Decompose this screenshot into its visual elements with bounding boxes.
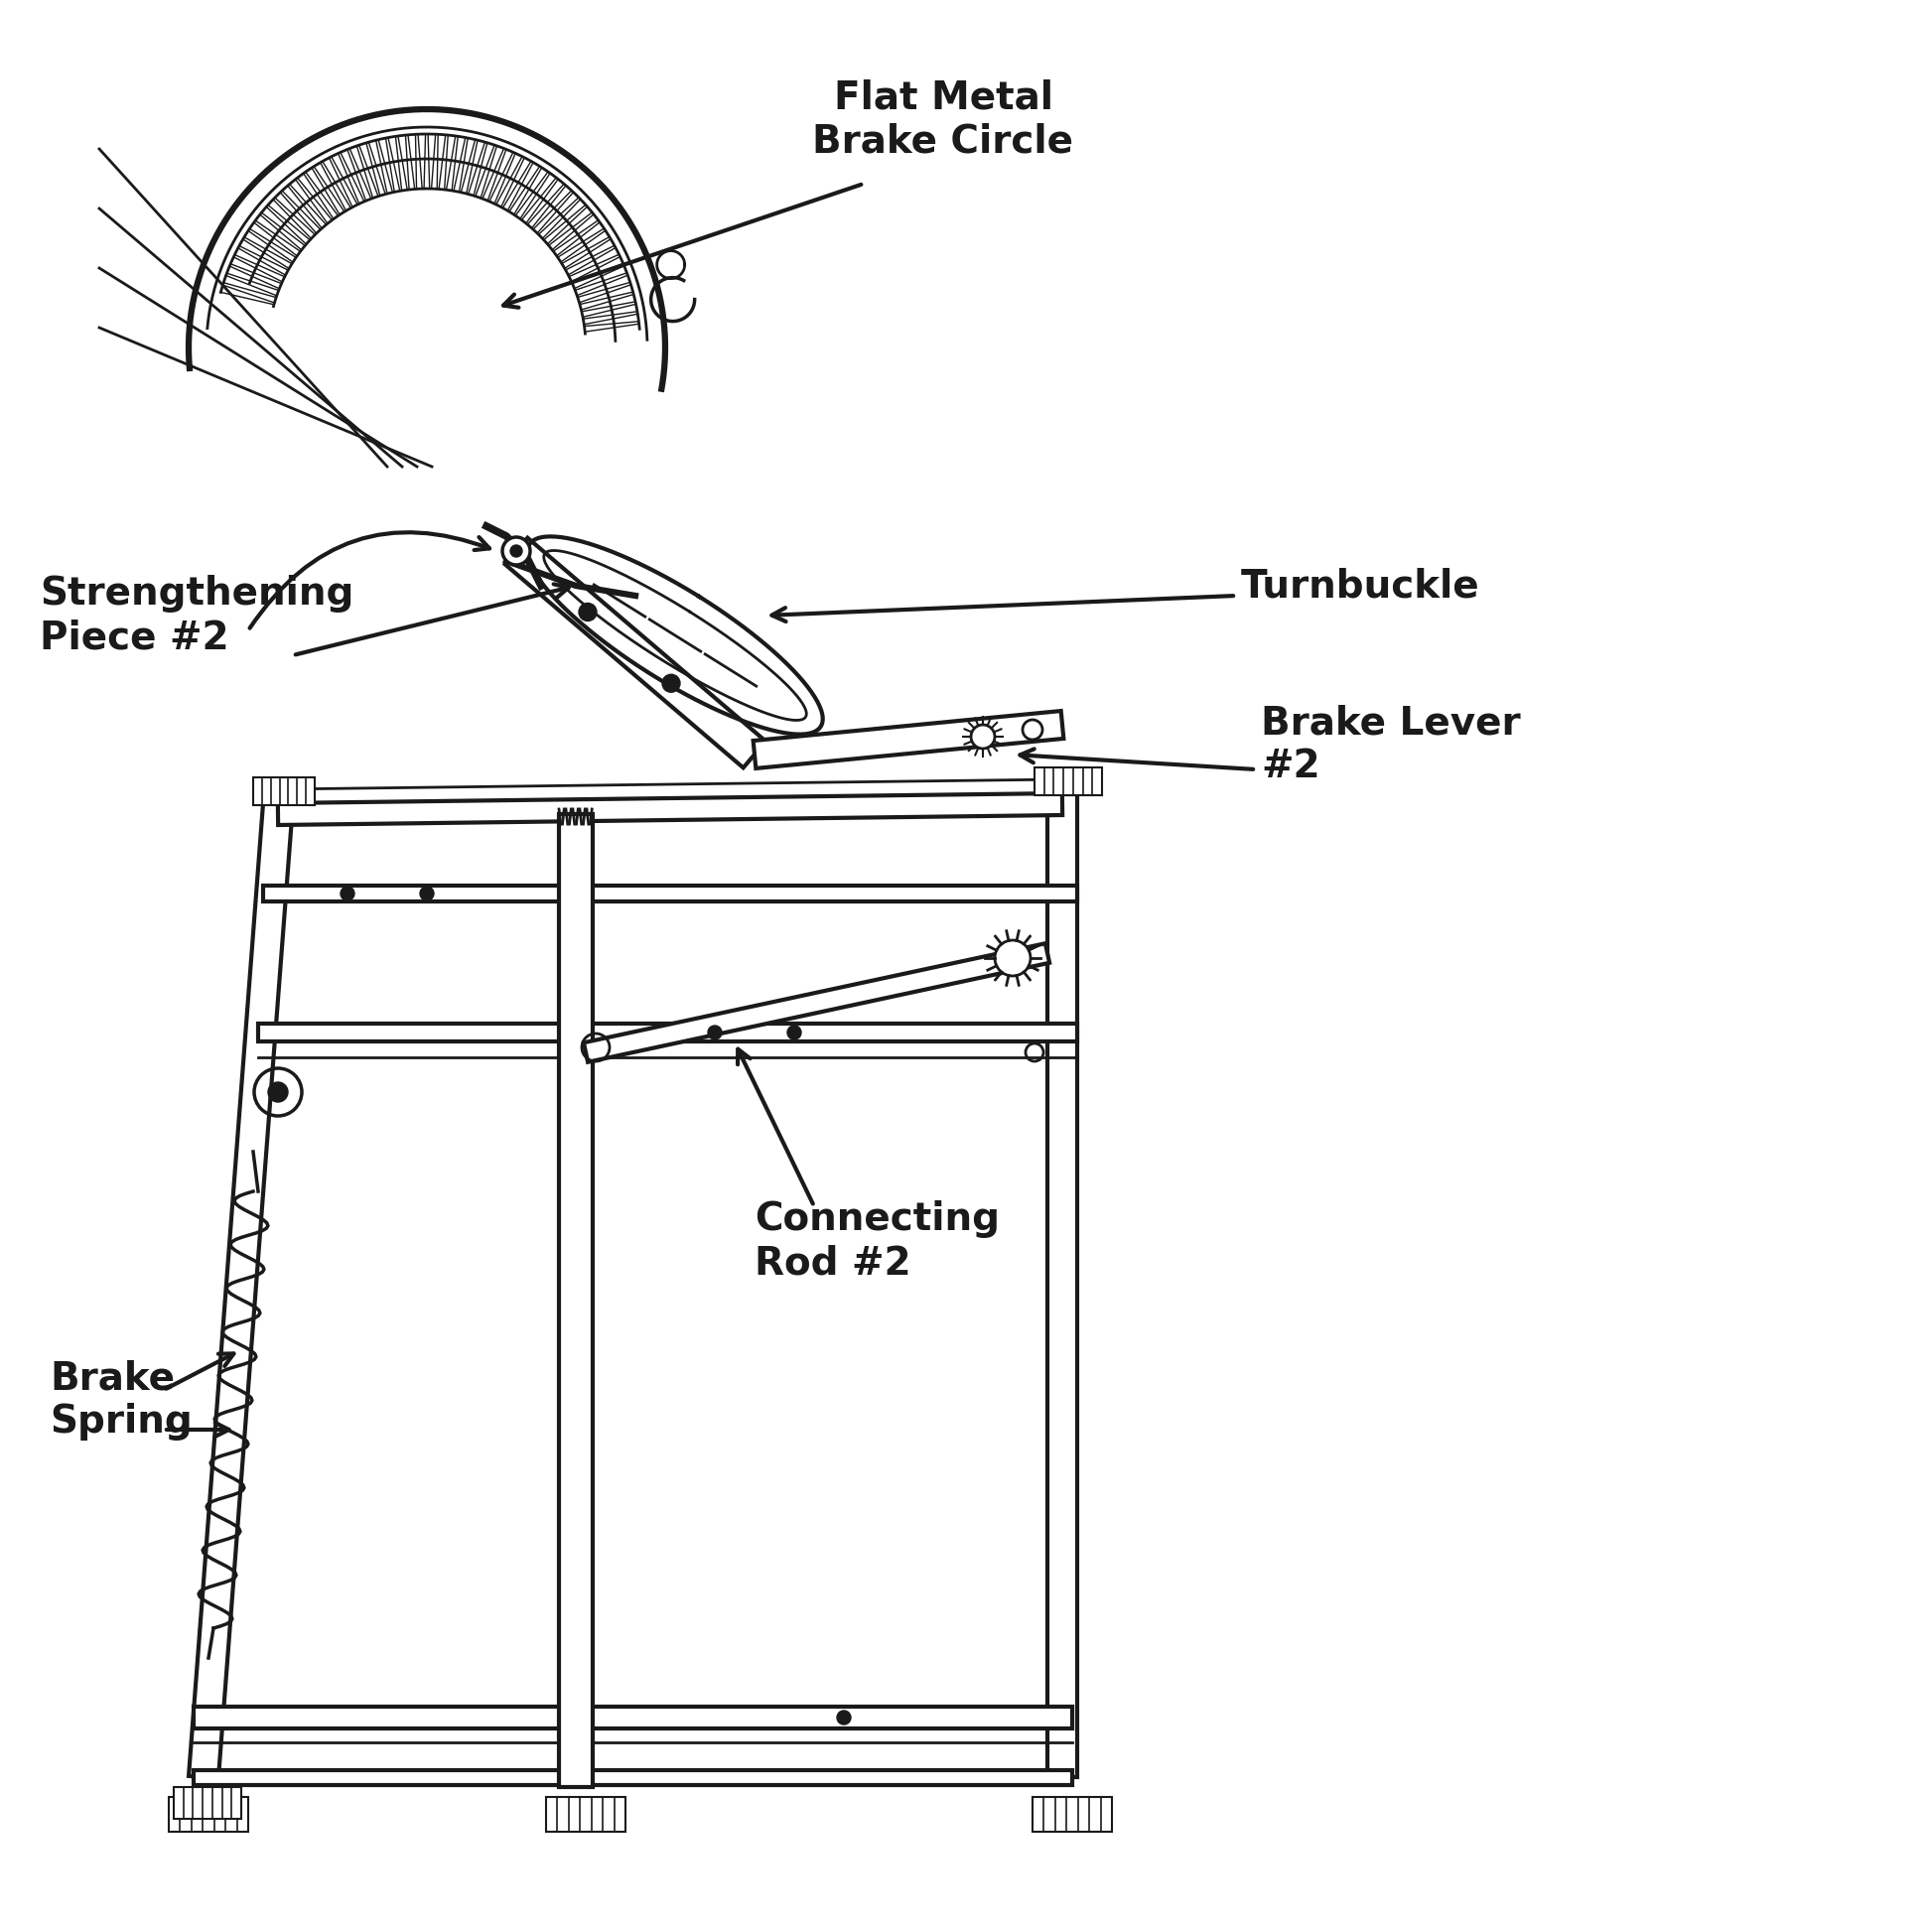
Circle shape [580, 603, 597, 620]
Circle shape [788, 1026, 802, 1039]
Text: Strengthening
Piece #2: Strengthening Piece #2 [41, 576, 354, 657]
Text: Connecting
Rod #2: Connecting Rod #2 [755, 1200, 999, 1281]
Polygon shape [558, 813, 593, 1787]
Polygon shape [259, 1024, 1078, 1041]
Bar [174, 1787, 242, 1818]
Bar [168, 1797, 247, 1832]
Circle shape [419, 887, 435, 900]
Circle shape [707, 1026, 723, 1039]
Bar [1032, 1797, 1113, 1832]
Circle shape [995, 941, 1030, 976]
Polygon shape [193, 1706, 1072, 1729]
Bar [1034, 767, 1101, 796]
Circle shape [269, 1082, 288, 1101]
Circle shape [663, 674, 680, 692]
Circle shape [972, 724, 995, 748]
Polygon shape [189, 804, 294, 1777]
Circle shape [510, 545, 522, 556]
Circle shape [340, 887, 354, 900]
Polygon shape [278, 794, 1063, 825]
Polygon shape [504, 537, 765, 767]
Bar [547, 1797, 626, 1832]
Polygon shape [583, 943, 1049, 1063]
Text: Brake Lever
#2: Brake Lever #2 [1262, 703, 1520, 784]
Text: Flat Metal
Brake Circle: Flat Metal Brake Circle [813, 79, 1074, 160]
Polygon shape [753, 711, 1065, 769]
Bar [253, 777, 315, 806]
Polygon shape [263, 885, 1078, 902]
Circle shape [837, 1710, 850, 1725]
Text: Brake
Spring: Brake Spring [50, 1358, 193, 1441]
Polygon shape [1047, 794, 1078, 1777]
Text: Turnbuckle: Turnbuckle [1240, 566, 1480, 605]
Circle shape [502, 537, 529, 564]
Polygon shape [193, 1770, 1072, 1785]
